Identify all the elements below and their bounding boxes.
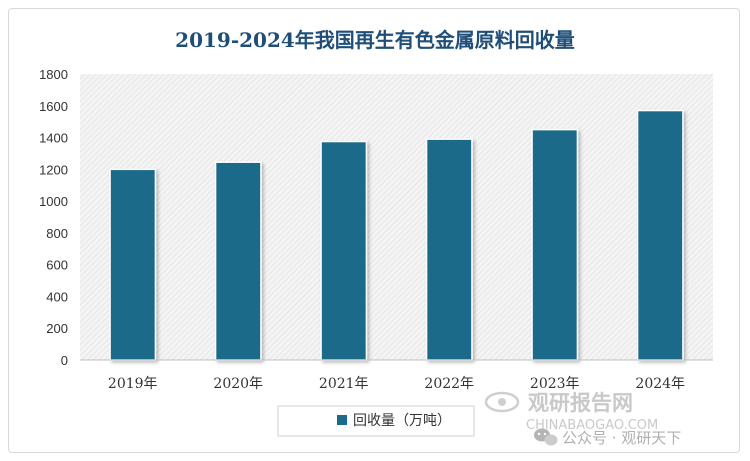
y-tick-label: 200 — [46, 321, 68, 336]
y-tick-label: 1600 — [39, 99, 68, 114]
x-tick-label: 2024年 — [635, 376, 685, 392]
wechat-icon — [534, 428, 558, 446]
watermark-logo-icon — [484, 391, 520, 413]
bar-2019年 — [109, 168, 157, 361]
legend-label: 回收量（万吨） — [353, 413, 451, 429]
x-tick-label: 2020年 — [213, 376, 263, 392]
y-tick-label: 800 — [46, 226, 68, 241]
bar-2020年 — [214, 161, 262, 361]
y-axis: 0 200 400 600 800 1000 1200 1400 1600 1800 — [39, 67, 68, 368]
watermark: 观研报告网 CHINABAOGAO.COM 公众号 · 观研天下 — [484, 391, 681, 447]
y-tick-label: 1800 — [39, 67, 68, 82]
x-tick-label: 2022年 — [424, 376, 474, 392]
legend-swatch — [337, 415, 347, 425]
watermark-url: CHINABAOGAO.COM — [526, 418, 658, 433]
bar-2021年 — [320, 140, 368, 361]
x-tick-label: 2023年 — [530, 376, 580, 392]
y-tick-label: 600 — [46, 258, 68, 273]
y-tick-label: 400 — [46, 289, 68, 304]
y-tick-label: 1200 — [39, 162, 68, 177]
legend-box — [277, 405, 475, 437]
x-tick-label: 2019年 — [108, 376, 158, 392]
plot-area — [80, 74, 713, 360]
bar-2023年 — [531, 128, 579, 361]
y-tick-label: 0 — [61, 353, 68, 368]
y-tick-label: 1400 — [39, 131, 68, 146]
chart-title: 2019-2024年我国再生有色金属原料回收量 — [175, 28, 575, 52]
watermark-wechat: 公众号 · 观研天下 — [562, 429, 681, 447]
x-axis: 2019年 2020年 2021年 2022年 2023年 2024年 — [108, 376, 685, 392]
bar-2022年 — [425, 138, 473, 361]
x-tick-label: 2021年 — [319, 376, 369, 392]
bar-series — [109, 109, 684, 361]
legend: 回收量（万吨） — [277, 405, 475, 437]
y-tick-label: 1000 — [39, 194, 68, 209]
watermark-brand: 观研报告网 — [528, 391, 633, 415]
bar-2024年 — [636, 109, 684, 361]
